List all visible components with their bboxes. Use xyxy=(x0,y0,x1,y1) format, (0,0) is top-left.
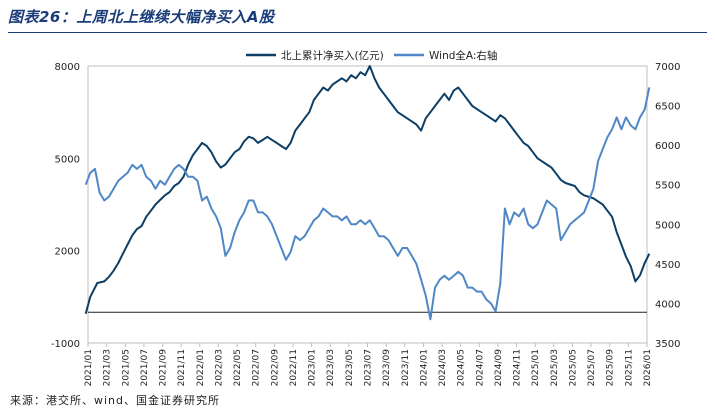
x-tick-label: 2021/11 xyxy=(177,349,187,386)
x-tick-label: 2022/07 xyxy=(252,349,262,386)
title-underline xyxy=(8,32,707,33)
y-right-tick-label: 4500 xyxy=(655,260,680,271)
x-tick-label: 2025/07 xyxy=(587,349,597,386)
y-right-tick-label: 6000 xyxy=(655,141,680,152)
x-tick-label: 2023/03 xyxy=(326,349,336,386)
source-note: 来源：港交所、wind、国金证券研究所 xyxy=(10,394,221,407)
y-left-tick-label: 2000 xyxy=(55,247,80,258)
x-tick-label: 2025/01 xyxy=(531,349,541,386)
x-tick-label: 2024/05 xyxy=(457,349,467,386)
x-tick-label: 2024/07 xyxy=(475,349,485,386)
y-right-tick-label: 4000 xyxy=(655,299,680,310)
x-tick-label: 2024/03 xyxy=(438,349,448,386)
plot-frame xyxy=(87,65,648,344)
x-tick-label: 2024/01 xyxy=(419,349,429,386)
x-tick-label: 2025/11 xyxy=(624,349,634,386)
x-tick-label: 2022/05 xyxy=(233,349,243,386)
x-tick-label: 2022/09 xyxy=(270,349,280,387)
x-tick-label: 2021/05 xyxy=(121,349,131,386)
y-left-tick-label: -1000 xyxy=(51,339,80,350)
x-tick-label: 2024/11 xyxy=(513,349,523,386)
y-right-tick-label: 6500 xyxy=(655,102,680,113)
x-tick-label: 2023/11 xyxy=(401,349,411,386)
series-line-northbound xyxy=(84,65,651,315)
legend-label: 北上累计净买入(亿元) xyxy=(281,49,384,62)
y-right-tick-label: 5500 xyxy=(655,181,680,192)
x-tick-label: 2025/05 xyxy=(568,349,578,386)
y-left-tick-label: 8000 xyxy=(55,62,80,73)
x-tick-label: 2022/01 xyxy=(196,349,206,386)
legend-label: Wind全A:右轴 xyxy=(429,49,497,62)
x-tick-label: 2026/01 xyxy=(643,349,653,386)
x-tick-label: 2022/03 xyxy=(214,349,224,386)
y-right-tick-label: 5000 xyxy=(655,220,680,231)
x-tick-label: 2021/09 xyxy=(159,349,169,387)
x-tick-label: 2021/01 xyxy=(84,349,94,386)
x-tick-label: 2023/07 xyxy=(364,349,374,386)
x-tick-label: 2021/07 xyxy=(140,349,150,386)
y-right-tick-label: 3500 xyxy=(655,339,680,350)
y-right-tick-label: 7000 xyxy=(655,62,680,73)
figure-title: 图表26：上周北上继续大幅净买入A股 xyxy=(8,8,275,26)
x-tick-label: 2023/09 xyxy=(382,349,392,387)
x-tick-label: 2023/05 xyxy=(345,349,355,386)
x-tick-label: 2021/03 xyxy=(103,349,113,386)
x-tick-label: 2022/11 xyxy=(289,349,299,386)
x-tick-label: 2023/01 xyxy=(308,349,318,386)
x-tick-label: 2024/09 xyxy=(494,349,504,387)
y-left-tick-label: 5000 xyxy=(55,154,80,165)
x-tick-label: 2025/03 xyxy=(550,349,560,386)
x-tick-label: 2025/09 xyxy=(606,349,616,387)
series-line-wind-all-a xyxy=(84,87,651,321)
